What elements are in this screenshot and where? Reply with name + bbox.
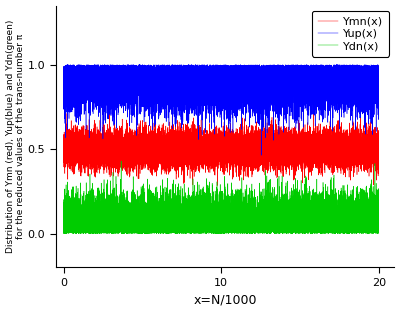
Yup(x) (140, 90, 144, 94)
Ymn(x) (356, 135, 361, 139)
Ydn(x) (119, 159, 124, 163)
Ymn(x) (311, 106, 316, 110)
X-axis label: x=N/1000: x=N/1000 (193, 294, 257, 306)
Line: Ydn(x): Ydn(x) (64, 161, 379, 234)
Ydn(x) (252, 225, 256, 228)
Ydn(x) (272, 232, 277, 236)
Ydn(x) (140, 229, 144, 233)
Ydn(x) (210, 218, 215, 222)
Ymn(x) (215, 184, 220, 188)
Yup(x) (252, 70, 256, 74)
Yup(x) (210, 70, 215, 74)
Yup(x) (160, 63, 165, 66)
Ydn(x) (376, 232, 381, 236)
Yup(x) (376, 70, 381, 74)
Ymn(x) (61, 143, 66, 146)
Yup(x) (61, 70, 66, 74)
Ymn(x) (287, 152, 292, 155)
Line: Ymn(x): Ymn(x) (64, 108, 379, 186)
Y-axis label: Distribution of Ymn (red), Yup(blue) and Ydn(green)
for the reduced values of th: Distribution of Ymn (red), Yup(blue) and… (6, 20, 25, 253)
Yup(x) (287, 98, 292, 102)
Ymn(x) (376, 162, 381, 166)
Ymn(x) (252, 135, 256, 139)
Yup(x) (259, 154, 264, 157)
Ymn(x) (210, 149, 215, 153)
Ydn(x) (356, 209, 361, 213)
Ymn(x) (140, 142, 144, 146)
Ydn(x) (264, 218, 268, 222)
Ydn(x) (287, 201, 292, 205)
Yup(x) (264, 83, 268, 87)
Ydn(x) (61, 224, 66, 227)
Line: Yup(x): Yup(x) (64, 65, 379, 155)
Yup(x) (356, 68, 361, 71)
Ymn(x) (264, 144, 268, 148)
Legend: Ymn(x), Yup(x), Ydn(x): Ymn(x), Yup(x), Ydn(x) (312, 11, 389, 57)
